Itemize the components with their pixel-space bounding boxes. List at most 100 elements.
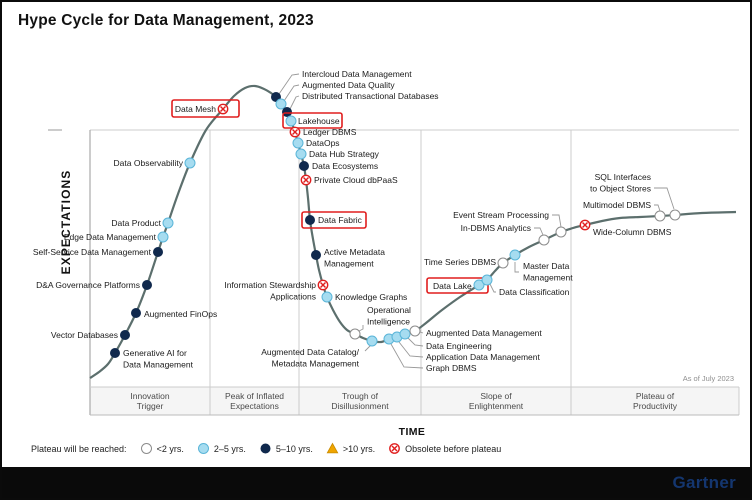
dot-5-10 — [131, 308, 141, 318]
label-graph-dbms: Graph DBMS — [426, 363, 477, 373]
svg-text:Disillusionment: Disillusionment — [331, 401, 389, 411]
dot-2-5 — [184, 157, 196, 169]
dot-2-5 — [292, 137, 304, 149]
dot-<2 — [555, 226, 567, 238]
svg-text:Innovation: Innovation — [130, 391, 169, 401]
dot-2-5 — [295, 148, 307, 160]
point-data-hub-strategy: Data Hub Strategy — [295, 148, 380, 160]
svg-text:Master Data: Master Data — [523, 261, 570, 271]
point-time-series-dbms: Time Series DBMS — [424, 257, 509, 269]
svg-text:In-DBMS Analytics: In-DBMS Analytics — [461, 223, 531, 233]
svg-text:Lakehouse: Lakehouse — [298, 116, 340, 126]
label-vector-databases: Vector Databases — [51, 330, 118, 340]
as-of-date: As of July 2023 — [682, 374, 734, 383]
dot-2-5 — [321, 291, 333, 303]
svg-text:Intelligence: Intelligence — [367, 316, 410, 326]
legend-marker-2-5 — [197, 443, 209, 454]
svg-text:Distributed Transactional Data: Distributed Transactional Databases — [302, 91, 439, 101]
label-data-lake: Data Lake — [433, 281, 472, 291]
legend-label: 2–5 yrs. — [213, 443, 246, 454]
grid-lines — [48, 129, 740, 416]
point-data-ecosystems: Data Ecosystems — [299, 161, 378, 171]
leader-line — [398, 341, 424, 358]
highlight-box — [301, 211, 367, 229]
dot-5-10 — [153, 247, 163, 257]
dot-<2 — [669, 209, 681, 221]
label-data-hub-strategy: Data Hub Strategy — [309, 149, 380, 159]
dot-2-5 — [162, 217, 174, 229]
label-wide-column-dbms: Wide-Column DBMS — [593, 227, 672, 237]
label-data-observability: Data Observability — [114, 158, 184, 168]
phase-band — [90, 387, 739, 415]
svg-text:Applications: Applications — [270, 291, 316, 301]
label-knowledge-graphs: Knowledge Graphs — [335, 292, 407, 302]
point-self-service-data-management: Self-Service Data Management — [33, 247, 163, 257]
svg-text:Data Ecosystems: Data Ecosystems — [312, 161, 378, 171]
point-data-product: Data Product — [111, 217, 174, 229]
dot-<2 — [349, 328, 361, 340]
label-ledger-dbms: Ledger DBMS — [303, 127, 357, 137]
point-data-mesh: Data Mesh — [171, 99, 240, 118]
point-augmented-finops: Augmented FinOps — [131, 308, 217, 319]
svg-text:Enlightenment: Enlightenment — [469, 401, 524, 411]
svg-text:SQL Interfaces: SQL Interfaces — [595, 172, 651, 182]
legend-item-2-yrs: <2 yrs. — [140, 442, 184, 455]
dot-5-10 — [311, 250, 321, 260]
highlight-box — [282, 112, 343, 129]
label-in-dbms-analytics: In-DBMS Analytics — [461, 223, 531, 233]
point-in-dbms-analytics: In-DBMS Analytics — [461, 223, 550, 246]
svg-text:Slope of: Slope of — [480, 391, 512, 401]
label-edge-data-management: Edge Data Management — [64, 232, 157, 242]
svg-text:Expectations: Expectations — [230, 401, 279, 411]
point-d-a-governance-platforms: D&A Governance Platforms — [36, 280, 152, 290]
dot-<2 — [654, 210, 666, 222]
legend-item-10-yrs: >10 yrs. — [326, 442, 375, 455]
svg-text:Augmented Data Catalog/: Augmented Data Catalog/ — [261, 347, 359, 357]
leader-line — [654, 187, 675, 210]
point-lakehouse: Lakehouse — [282, 112, 343, 129]
dot-5-10 — [282, 107, 292, 117]
svg-text:Management: Management — [324, 258, 374, 268]
legend-marker-obsolete — [389, 443, 401, 454]
leader-line — [534, 227, 544, 236]
svg-text:Trough of: Trough of — [342, 391, 379, 401]
svg-text:Information Stewardship: Information Stewardship — [224, 280, 316, 290]
dot-5-10 — [305, 215, 315, 225]
dot-obsolete — [317, 279, 329, 291]
dot-<2 — [497, 257, 509, 269]
label-private-cloud-dbpaas: Private Cloud dbPaaS — [314, 175, 398, 185]
svg-text:Active Metadata: Active Metadata — [324, 247, 385, 257]
point-knowledge-graphs: Knowledge Graphs — [321, 291, 407, 303]
svg-text:Data Product: Data Product — [111, 218, 161, 228]
leader-line — [514, 262, 519, 273]
label-application-data-management: Application Data Management — [426, 352, 541, 362]
label-data-ecosystems: Data Ecosystems — [312, 161, 378, 171]
svg-text:Application Data Management: Application Data Management — [426, 352, 541, 362]
svg-text:Data Classification: Data Classification — [499, 287, 570, 297]
svg-text:Metadata Management: Metadata Management — [272, 358, 360, 368]
legend-label: <2 yrs. — [156, 443, 184, 454]
svg-text:Operational: Operational — [367, 305, 411, 315]
svg-text:Peak of Inflated: Peak of Inflated — [225, 391, 284, 401]
leader-line — [289, 95, 300, 110]
svg-text:DataOps: DataOps — [306, 138, 340, 148]
leader-line — [407, 337, 424, 347]
leader-line — [390, 343, 424, 369]
dot-<2 — [409, 325, 421, 337]
leader-line — [654, 204, 661, 212]
label-augmented-finops: Augmented FinOps — [144, 309, 217, 319]
svg-text:Data Hub Strategy: Data Hub Strategy — [309, 149, 380, 159]
dot-obsolete — [217, 103, 229, 115]
label-data-mesh: Data Mesh — [175, 104, 216, 114]
dot-2-5 — [481, 274, 493, 286]
